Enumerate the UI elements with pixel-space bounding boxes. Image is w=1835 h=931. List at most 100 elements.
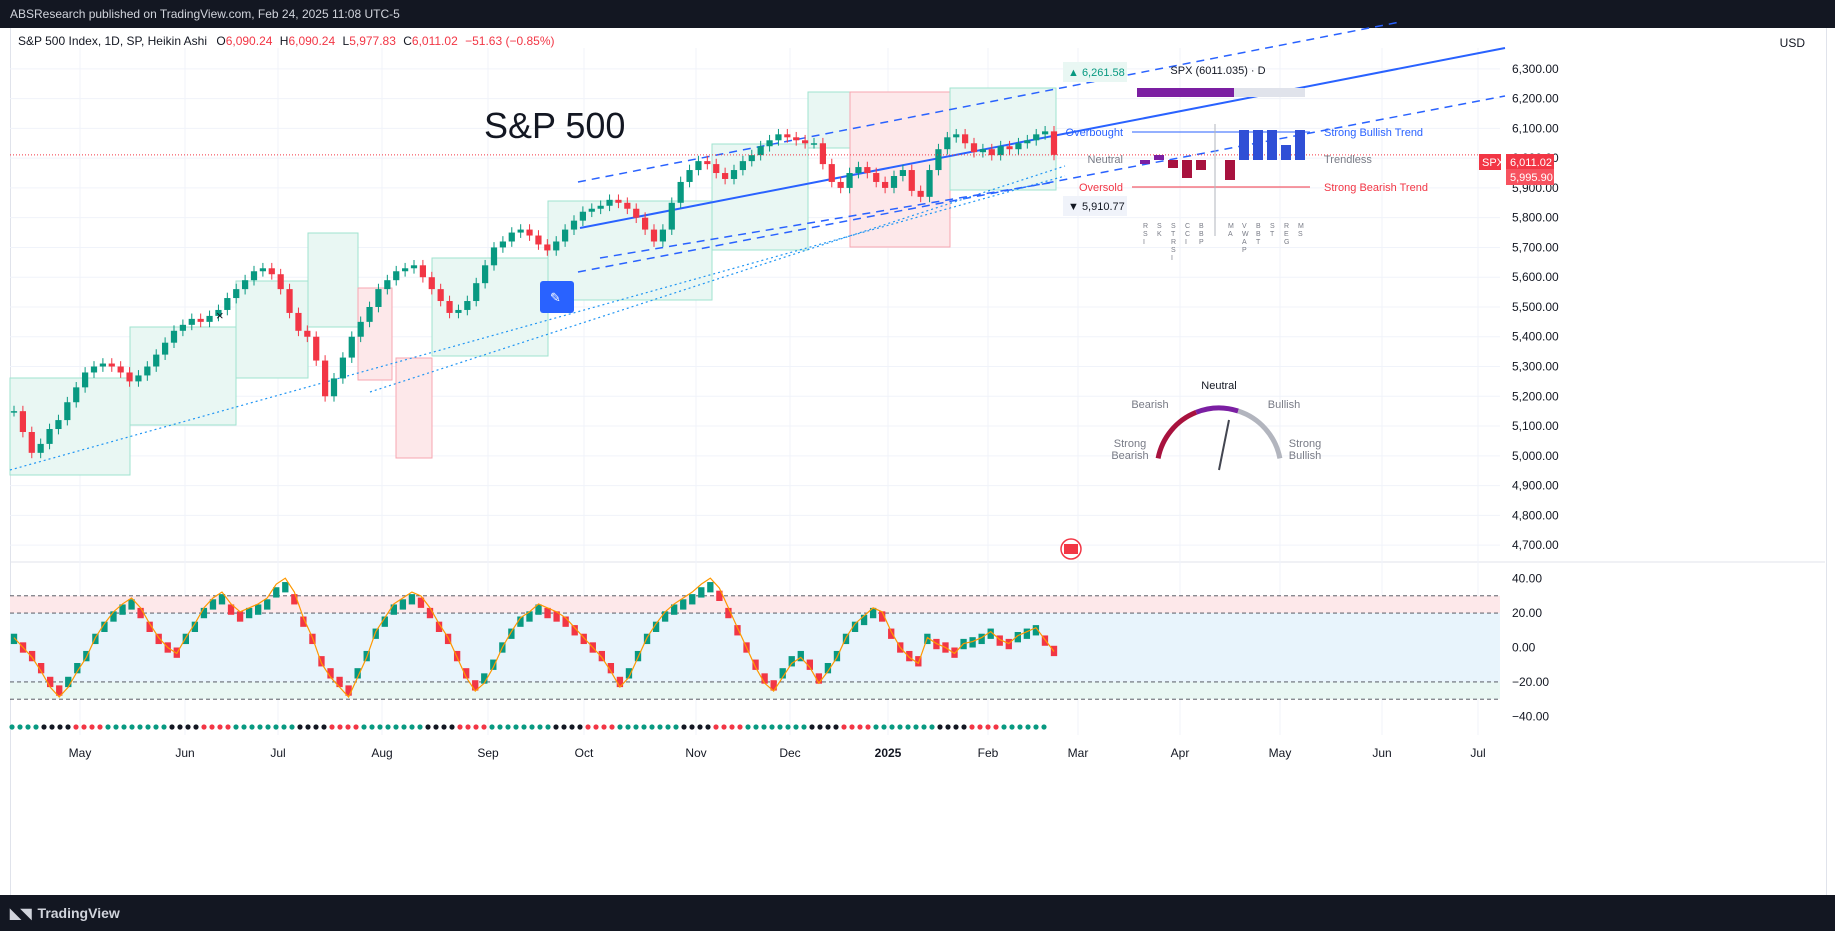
currency-label[interactable]: USD (1779, 36, 1805, 50)
candle-body (55, 420, 62, 430)
state-dot (953, 724, 959, 730)
candle-body (224, 298, 231, 310)
indicator-letter: T (1171, 231, 1176, 238)
candle-body (642, 217, 649, 230)
candle-body (393, 271, 400, 281)
state-dot (633, 724, 639, 730)
candle-body (873, 173, 880, 182)
indicator-letter: S (1171, 223, 1176, 230)
indicator-bar (1295, 130, 1305, 160)
state-dot (809, 724, 815, 730)
price-axis-tick: 5,100.00 (1512, 419, 1559, 433)
candle-body (330, 378, 338, 397)
gauge-arc-neutral (1195, 405, 1239, 415)
state-dot (41, 724, 47, 730)
candle-body (562, 229, 569, 242)
state-dot (249, 724, 255, 730)
gauge-arc-strong-bearish (1155, 410, 1198, 459)
candle-body (304, 330, 311, 337)
indicator-letter: B (1256, 223, 1261, 230)
candle-body (997, 146, 1004, 156)
state-dot (569, 724, 575, 730)
state-dot (849, 724, 855, 730)
lower-price-label: ▼ 5,910.77 (1068, 201, 1125, 213)
state-dot (705, 724, 711, 730)
osc-axis-tick: −40.00 (1512, 709, 1549, 723)
flag-stripes (1064, 544, 1078, 554)
indicator-letter: S (1270, 223, 1275, 230)
candle-body (188, 318, 195, 325)
candle-body (730, 170, 738, 179)
indicator-letter: I (1185, 239, 1187, 246)
candle-body (37, 443, 44, 453)
change-value: −51.63 (−0.85%) (465, 34, 555, 48)
state-dot (161, 724, 167, 730)
candle-body (473, 283, 480, 302)
symbol-name[interactable]: S&P 500 Index, 1D, SP, Heikin Ashi (18, 34, 208, 48)
candle-body (793, 137, 800, 141)
time-axis-tick: Sep (477, 746, 499, 760)
candle-body (508, 232, 515, 242)
candle-body (908, 170, 915, 191)
open-value: 6,090.24 (225, 34, 273, 48)
osc-neutral-zone (10, 613, 1500, 682)
candle-body (259, 268, 266, 272)
last-price-label: 6,011.02 (1510, 157, 1552, 169)
state-dot (649, 724, 655, 730)
indicator-letter: B (1199, 223, 1204, 230)
state-dot (1001, 724, 1007, 730)
lower-channel-line (599, 181, 1056, 259)
candle-body (73, 387, 80, 403)
gauge-bullish-label: Bullish (1268, 399, 1300, 411)
state-dot (297, 724, 303, 730)
candle-body (322, 360, 329, 397)
state-dot (457, 724, 463, 730)
pattern-band (711, 143, 809, 251)
candle-body (499, 241, 506, 248)
candle-body (988, 149, 995, 156)
strong-bearish-label: Strong Bearish Trend (1324, 182, 1428, 194)
candle-body (384, 280, 391, 290)
state-dot (441, 724, 447, 730)
candle-body (357, 321, 364, 337)
candle-body (944, 137, 951, 150)
candle-body (970, 143, 978, 153)
candle-body (215, 309, 222, 316)
candle-body (410, 265, 418, 269)
candle-body (242, 280, 249, 290)
open-label: O (216, 34, 226, 48)
state-dot (601, 724, 607, 730)
candle-body (419, 265, 426, 278)
candle-body (64, 402, 71, 421)
state-dot (489, 724, 495, 730)
candle-body (366, 306, 373, 322)
candle-body (544, 244, 551, 251)
candle-body (348, 336, 355, 358)
panel-title: SPX (6011.035) · D (1170, 65, 1265, 77)
price-axis-tick: 5,300.00 (1512, 360, 1559, 374)
candle-body (766, 140, 773, 147)
state-dot (57, 724, 63, 730)
time-axis-tick: Aug (371, 746, 392, 760)
state-dot (233, 724, 239, 730)
upper-price-label: ▲ 6,261.58 (1068, 67, 1125, 79)
indicator-bar (1182, 160, 1192, 178)
candle-body (713, 164, 720, 174)
second-price-label: 5,995.90 (1510, 172, 1553, 184)
indicator-letter: S (1298, 231, 1303, 238)
lower-price-badge (1063, 196, 1127, 216)
trendless-label: Trendless (1324, 154, 1372, 166)
oversold-label: Oversold (1079, 182, 1123, 194)
candle-body (455, 309, 462, 313)
time-axis-tick: Jun (1372, 746, 1391, 760)
candle-body (482, 265, 489, 284)
neutral-label: Neutral (1088, 154, 1123, 166)
state-dot (89, 724, 95, 730)
state-dot (361, 724, 367, 730)
candle-body (597, 205, 604, 209)
candle-body (917, 190, 924, 197)
candle-body (588, 208, 595, 212)
state-dot (273, 724, 279, 730)
candle-body (535, 235, 542, 245)
